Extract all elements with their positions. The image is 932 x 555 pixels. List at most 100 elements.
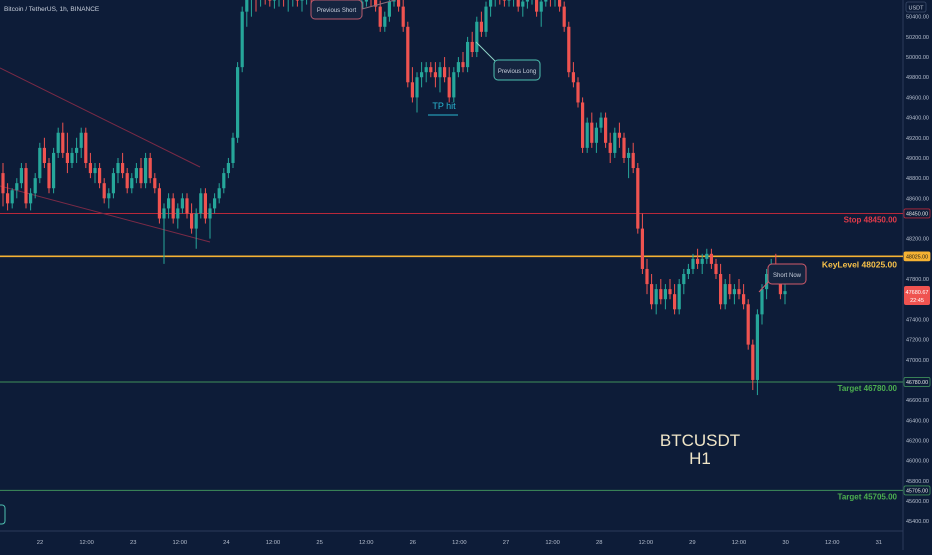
previous-long-connector	[475, 41, 497, 63]
candle-body	[33, 178, 37, 194]
candle-body	[581, 102, 585, 148]
candle-body	[691, 258, 695, 269]
left-edge-box[interactable]	[0, 504, 6, 525]
price-tick-label: 49800.00	[906, 75, 929, 81]
target2-axis-badge	[903, 485, 931, 496]
current-price-box	[904, 286, 930, 305]
time-tick-label: 12:00	[359, 540, 374, 546]
time-axis[interactable]: 22 12:00 23 12:00 24 12:00 25 12:00 26 12:00 27 12:…	[37, 540, 882, 546]
previous-short-connector	[361, 0, 396, 10]
candle-body	[535, 0, 539, 12]
key-axis-badge-label: 48025.00	[906, 254, 928, 260]
candle-body	[107, 193, 111, 199]
candle-body	[429, 67, 433, 73]
candle-body	[719, 273, 723, 305]
candle-body	[438, 67, 442, 78]
time-tick-label: 23	[130, 540, 136, 546]
candle-body	[383, 16, 387, 27]
candle-body	[75, 147, 79, 153]
candle-body	[516, 0, 520, 7]
current-price-value: 47680.67	[906, 290, 929, 296]
candle-body	[640, 228, 644, 269]
candle-body	[378, 6, 382, 27]
candle-body	[700, 258, 704, 264]
candle-body	[617, 132, 621, 138]
annotation-tp-hit[interactable]: TP hit	[428, 101, 458, 116]
candle-body	[98, 168, 102, 184]
candle-body	[295, 0, 299, 1]
candle-body	[433, 72, 437, 78]
candle-body	[203, 193, 207, 219]
price-tick-label: 46200.00	[906, 438, 929, 444]
candle-body	[558, 0, 562, 7]
time-tick-label: 12:00	[79, 540, 94, 546]
candle-body	[567, 26, 571, 73]
candle-body	[613, 132, 617, 153]
candle-body	[397, 0, 401, 7]
candle-body	[594, 127, 598, 143]
stop-axis-badge	[903, 208, 931, 219]
candle-body	[654, 289, 658, 305]
time-tick-label: 24	[223, 540, 230, 546]
candle-body	[167, 198, 171, 209]
price-tick-label: 49200.00	[906, 136, 929, 142]
price-tick-label: 45400.00	[906, 519, 929, 525]
candle-body	[268, 0, 272, 1]
candle-body	[88, 163, 92, 174]
candle-body	[102, 183, 106, 199]
time-tick-label: 31	[876, 540, 882, 546]
price-tick-label: 49600.00	[906, 95, 929, 101]
previous-short-label: Previous Short	[317, 8, 357, 14]
short-now-label: Short Now	[773, 273, 802, 279]
candle-body	[783, 291, 787, 295]
currency-badge[interactable]	[905, 1, 927, 13]
candle-body	[778, 279, 782, 295]
level-axis-badges: 48450.00 48025.00 46780.00 45705.00	[903, 208, 931, 496]
candle-body	[190, 213, 194, 229]
candle-body	[116, 163, 120, 174]
candle-body	[466, 41, 470, 68]
annotation-previous-long[interactable]: Previous Long	[475, 41, 541, 81]
previous-long-label: Previous Long	[498, 69, 536, 75]
key-level-label: KeyLevel 48025.00	[822, 259, 897, 269]
candle-body	[29, 193, 33, 204]
candle-body	[56, 132, 60, 153]
candle-body	[111, 173, 115, 194]
candle-body	[590, 122, 594, 143]
time-tick-label: 12:00	[173, 540, 188, 546]
candle-body	[604, 117, 608, 143]
candle-body	[576, 82, 580, 103]
price-tick-label: 46400.00	[906, 418, 929, 424]
candle-body	[544, 0, 548, 2]
candle-body	[742, 294, 746, 305]
candle-body	[645, 268, 649, 285]
annotation-previous-short[interactable]: Previous Short	[310, 0, 396, 20]
target2-axis-badge-label: 45705.00	[906, 488, 928, 494]
candle-body	[139, 168, 143, 184]
candle-body	[19, 168, 23, 184]
price-tick-label: 50000.00	[906, 55, 929, 61]
annotation-short-now[interactable]: Short Now	[758, 263, 807, 293]
candle-body	[374, 0, 378, 7]
candle-body	[571, 72, 575, 83]
watermark-timeframe: H1	[689, 449, 711, 468]
candle-body	[125, 173, 129, 189]
candle-body	[456, 62, 460, 73]
candle-body	[148, 157, 152, 179]
price-tick-label: 48600.00	[906, 196, 929, 202]
candle-body	[93, 168, 97, 174]
candle-body	[52, 152, 56, 189]
candle-body	[728, 284, 732, 295]
candle-body	[300, 0, 304, 1]
time-tick-label: 22	[37, 540, 43, 546]
time-tick-label: 29	[689, 540, 695, 546]
current-price-countdown: 22:45	[910, 298, 924, 304]
candle-body	[746, 304, 750, 345]
upper-trend-line	[0, 67, 201, 168]
candle-body	[134, 168, 138, 179]
candle-body	[79, 132, 83, 148]
candle-body	[194, 213, 198, 229]
time-tick-label: 25	[316, 540, 322, 546]
